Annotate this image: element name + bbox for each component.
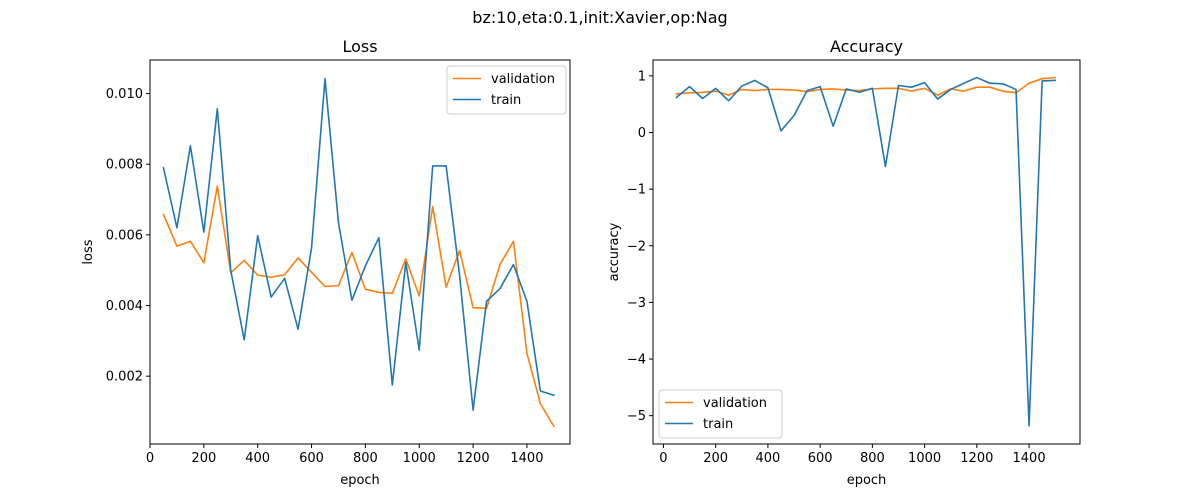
legend-label-validation: validation [703,396,767,411]
chart-title: Accuracy [830,37,903,56]
x-tick-label: 0 [146,451,154,466]
y-axis-label: loss [81,239,96,264]
y-tick-label: 0.008 [106,158,143,173]
legend-label-validation: validation [491,72,555,87]
x-tick-label: 200 [703,451,728,466]
legend: validation train [658,389,783,439]
legend: validation train [446,65,567,115]
x-tick-label: 400 [755,451,780,466]
y-tick-label: −2 [627,239,646,254]
y-tick-label: 0.006 [106,228,143,243]
series-line-train [675,76,1057,427]
chart-title: Loss [342,37,377,56]
x-tick-label: 800 [860,451,885,466]
y-tick-label: 0.010 [106,87,143,102]
x-tick-label: 800 [353,451,378,466]
x-axis-label: epoch [847,473,887,488]
x-tick-label: 1400 [510,451,543,466]
x-tick-label: 0 [659,451,667,466]
y-tick-label: 0.002 [106,370,143,385]
x-tick-label: 600 [299,451,324,466]
y-tick-label: 0 [638,126,646,141]
y-axis-label: accuracy [607,222,622,281]
x-tick-label: 200 [191,451,216,466]
legend-label-train: train [703,417,733,432]
axes-frame [652,59,1081,445]
y-tick-label: −3 [627,296,646,311]
axes-frame [149,59,571,445]
y-tick-label: −4 [627,353,646,368]
series-line-validation [675,76,1057,96]
y-tick-label: 0.004 [106,299,143,314]
y-tick-label: −1 [627,183,646,198]
figure-suptitle: bz:10,eta:0.1,init:Xavier,op:Nag [472,8,727,27]
chart-0-loss: 0 200 400 600 800 1000 1200 1400 0.002 0.004 0.006… [81,37,571,488]
chart-1-accuracy: 0 200 400 600 800 1000 1200 1400 −5 −4 −3 −2 −1 0 1 Acc… [607,37,1081,488]
x-tick-label: 600 [808,451,833,466]
x-tick-label: 400 [245,451,270,466]
y-tick-label: −5 [627,409,646,424]
series-line-train [162,77,555,411]
x-tick-label: 1000 [403,451,436,466]
x-tick-label: 1000 [908,451,941,466]
legend-label-train: train [491,93,521,108]
x-tick-label: 1200 [960,451,993,466]
x-tick-label: 1200 [457,451,490,466]
x-tick-label: 1400 [1013,451,1046,466]
y-tick-label: 1 [638,69,646,84]
series-line-validation [162,185,555,428]
x-axis-label: epoch [340,473,380,488]
